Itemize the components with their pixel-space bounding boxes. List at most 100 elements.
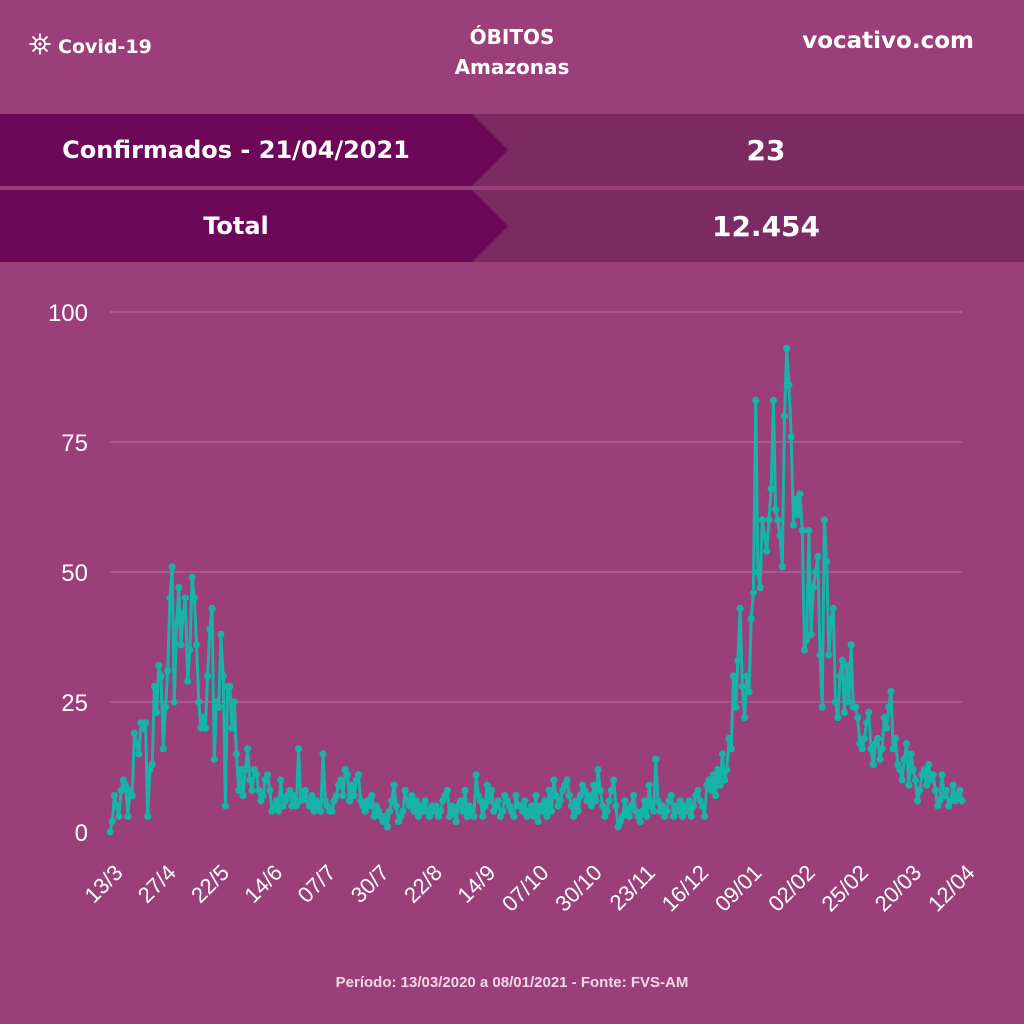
stat-label: Confirmados - 21/04/2021 [62,136,410,164]
data-point [572,797,580,805]
series-line [108,346,964,833]
data-point [760,532,769,540]
data-point [204,672,212,680]
data-point [246,776,254,784]
data-point [765,516,773,524]
data-point [248,786,256,794]
data-point [252,771,260,779]
data-point [567,802,576,810]
data-point [858,745,866,753]
data-point [556,797,565,805]
data-point [783,344,791,352]
data-point [472,771,480,779]
data-point [596,786,604,794]
data-point [408,792,416,800]
data-point [239,792,247,800]
data-point [860,734,869,742]
data-point [110,792,118,800]
data-point [221,802,229,810]
data-point [630,792,638,800]
data-point [767,485,775,493]
data-point [170,698,178,706]
x-tick-label: 22/5 [186,860,234,908]
data-point [685,797,693,805]
data-point [168,563,176,571]
data-point [534,818,542,826]
x-tick-label: 22/8 [399,860,447,908]
data-point [607,786,616,794]
data-point [386,807,394,815]
data-point [818,703,826,711]
data-point [161,703,170,711]
data-point [470,812,478,821]
data-point [650,807,658,815]
data-point [354,771,363,779]
data-point [510,812,518,821]
data-point [319,750,327,758]
data-point [825,651,833,659]
data-point [667,792,675,800]
data-point [712,792,720,800]
data-point [796,490,804,498]
data-point [652,755,660,763]
data-point [663,807,671,815]
data-point [869,760,877,768]
data-point [792,495,800,503]
x-tick-label: 09/01 [710,860,767,917]
data-point [381,812,389,821]
data-point [541,797,549,805]
x-tick-label: 20/03 [870,860,927,917]
data-point [787,433,795,441]
data-point [235,786,243,794]
data-point [412,797,420,805]
data-point [876,755,884,763]
data-point [476,797,485,805]
data-point [874,734,882,742]
data-point [707,786,715,794]
data-point [306,802,314,810]
data-point [545,786,553,794]
data-point [889,745,897,753]
data-point [670,812,678,821]
data-point [956,786,964,794]
data-point [255,786,263,794]
data-point [883,724,891,732]
data-point [208,604,216,612]
data-point [683,807,691,815]
data-point [581,786,589,794]
data-point [701,812,709,821]
data-point [643,812,651,821]
data-point [219,672,227,680]
data-point [729,672,738,680]
data-point [734,656,742,664]
data-point [459,807,467,815]
data-point [337,776,345,784]
data-point [887,688,895,696]
data-point [823,558,831,566]
stat-value: 23 [746,133,786,167]
data-point [645,781,653,789]
stat-row-total: 12.454 Total [0,190,1024,262]
data-point [907,750,915,758]
data-point [350,792,358,800]
data-point [605,797,613,805]
data-point [958,797,966,805]
x-tick-label: 16/12 [657,860,714,917]
data-point [195,698,203,706]
data-point [774,516,782,524]
data-point [481,802,489,810]
data-point [845,698,853,706]
data-point [328,807,336,815]
data-point [843,662,851,670]
data-point [133,740,141,748]
data-point [772,506,780,514]
data-point [343,771,351,779]
data-point [676,797,684,805]
data-point [909,766,917,774]
data-point [483,781,491,789]
data-point [361,807,369,815]
data-point [885,703,893,711]
data-point [736,604,744,612]
data-point [636,818,644,826]
data-point [705,776,713,784]
